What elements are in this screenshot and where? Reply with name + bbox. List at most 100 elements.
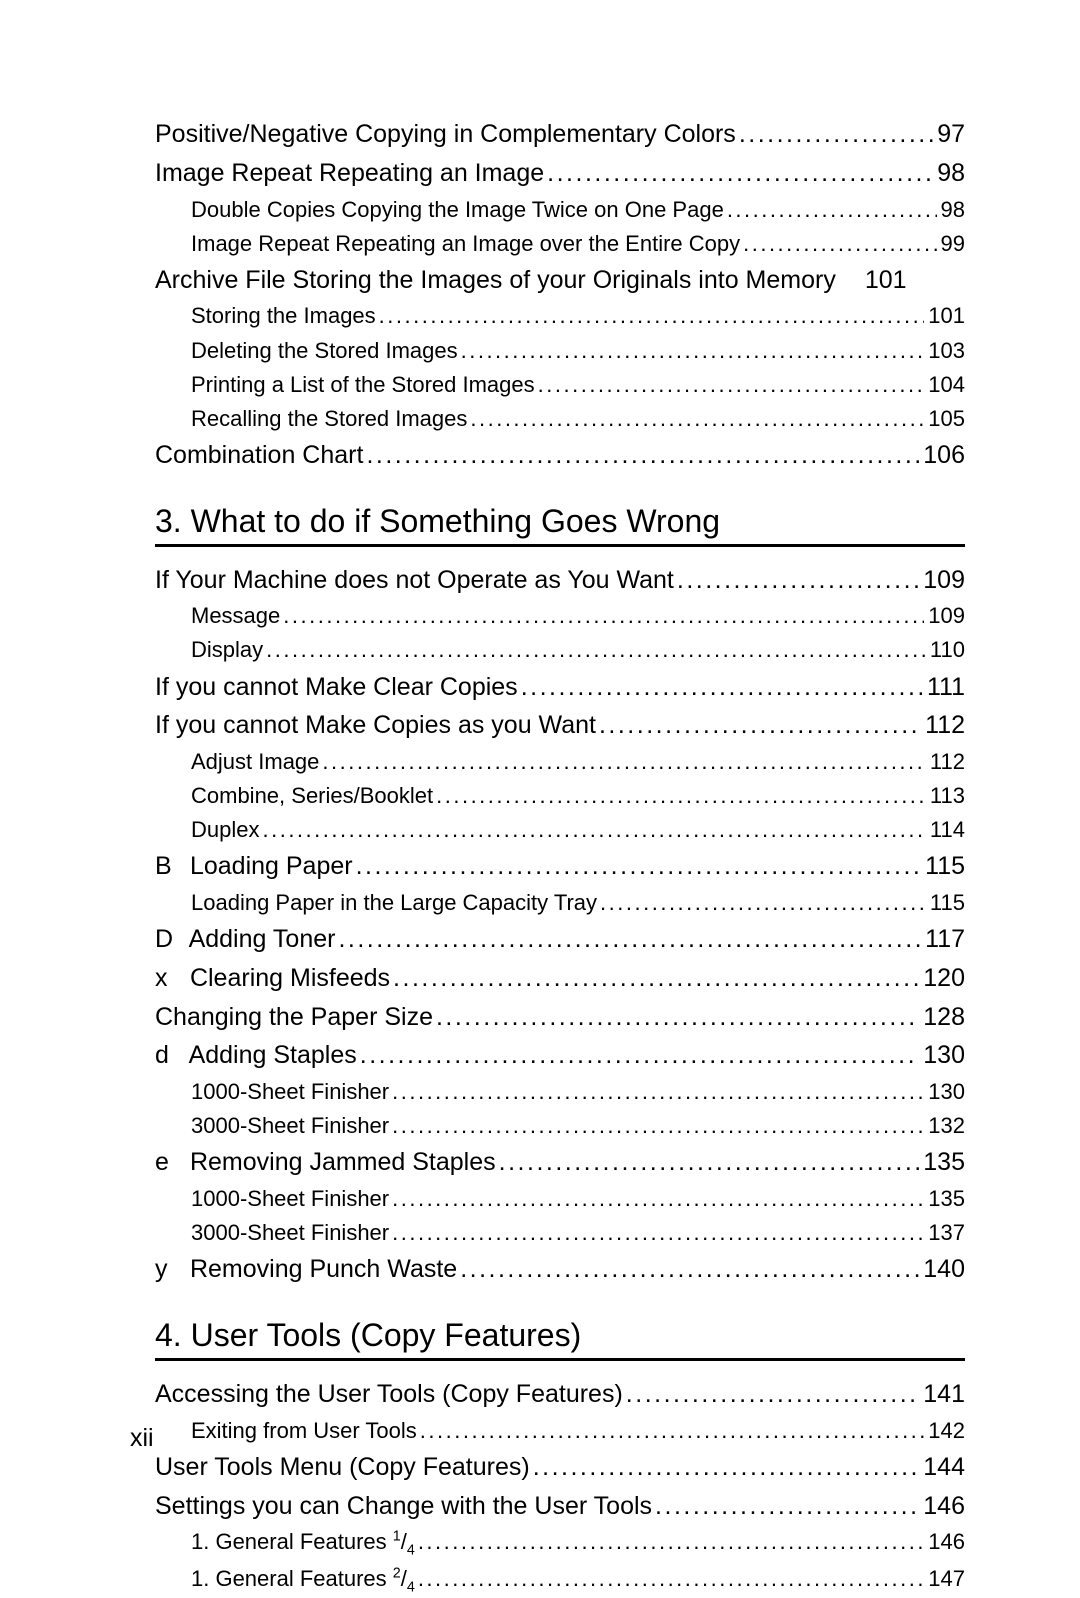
toc-page: 97 <box>933 115 965 154</box>
toc-entry: x Clearing Misfeeds.....................… <box>155 959 965 998</box>
toc-icon: x <box>155 959 183 998</box>
toc-label: Exiting from User Tools <box>191 1414 417 1448</box>
toc-label: 3000-Sheet Finisher <box>191 1109 389 1143</box>
toc-label: If you cannot Make Copies as you Want <box>155 706 596 745</box>
toc-entry: If you cannot Make Copies as you Want...… <box>155 706 965 745</box>
toc-label: Settings you can Change with the User To… <box>155 1487 652 1526</box>
toc-page: 120 <box>919 959 965 998</box>
toc-container: Positive/Negative Copying in Complementa… <box>155 115 965 1598</box>
toc-entry: Duplex..................................… <box>155 813 965 847</box>
toc-label: Loading Paper in the Large Capacity Tray <box>191 886 597 920</box>
toc-page: 98 <box>937 193 965 227</box>
toc-page: 109 <box>919 561 965 600</box>
toc-page: 110 <box>926 633 965 667</box>
toc-page: 104 <box>924 368 965 402</box>
toc-entry: Combine, Series/Booklet.................… <box>155 779 965 813</box>
toc-label: Accessing the User Tools (Copy Features) <box>155 1375 623 1414</box>
toc-label: Recalling the Stored Images <box>191 402 467 436</box>
toc-icon: B <box>155 847 183 886</box>
section-heading: 4. User Tools (Copy Features) <box>155 1317 965 1354</box>
toc-page: 111 <box>923 668 965 707</box>
toc-leader-dots: ........................................… <box>596 706 921 745</box>
toc-page: 101 <box>836 261 907 300</box>
toc-leader-dots: ........................................… <box>740 227 936 261</box>
toc-label: Message <box>191 599 280 633</box>
toc-leader-dots: ........................................… <box>390 959 919 998</box>
toc-entry: 1. General Features 2/4.................… <box>155 1562 965 1598</box>
toc-page: 112 <box>921 706 965 745</box>
fraction-denominator: 4 <box>407 1543 415 1559</box>
section-rule <box>155 544 965 547</box>
toc-label: Duplex <box>191 813 259 847</box>
toc-label: Combination Chart <box>155 436 363 475</box>
toc-entry: If Your Machine does not Operate as You … <box>155 561 965 600</box>
toc-label: Positive/Negative Copying in Complementa… <box>155 115 736 154</box>
toc-entry: Loading Paper in the Large Capacity Tray… <box>155 886 965 920</box>
toc-page: 109 <box>924 599 965 633</box>
toc-entry: Combination Chart.......................… <box>155 436 965 475</box>
toc-entry: 1. General Features 1/4.................… <box>155 1525 965 1562</box>
toc-icon: D <box>155 920 183 959</box>
toc-label: 1000-Sheet Finisher <box>191 1075 389 1109</box>
toc-label: e Removing Jammed Staples <box>155 1143 496 1182</box>
toc-leader-dots: ........................................… <box>458 334 925 368</box>
toc-label: Deleting the Stored Images <box>191 334 458 368</box>
toc-label: 1. General Features 2/4 <box>191 1562 415 1598</box>
toc-entry: Deleting the Stored Images..............… <box>155 334 965 368</box>
toc-leader-dots: ........................................… <box>335 920 921 959</box>
toc-entry: Printing a List of the Stored Images....… <box>155 368 965 402</box>
toc-page: 135 <box>924 1182 965 1216</box>
toc-page: 105 <box>924 402 965 436</box>
toc-page: 142 <box>924 1414 965 1448</box>
toc-page: 130 <box>924 1075 965 1109</box>
toc-page: 135 <box>919 1143 965 1182</box>
toc-leader-dots: ........................................… <box>433 998 919 1037</box>
toc-page: 112 <box>926 745 965 779</box>
toc-page: 144 <box>919 1448 965 1487</box>
section-rule <box>155 1358 965 1361</box>
toc-entry: Positive/Negative Copying in Complementa… <box>155 115 965 154</box>
toc-label: D Adding Toner <box>155 920 335 959</box>
toc-label: B Loading Paper <box>155 847 353 886</box>
toc-page: 137 <box>924 1216 965 1250</box>
toc-leader-dots: ........................................… <box>353 847 922 886</box>
toc-entry: 3000-Sheet Finisher.....................… <box>155 1216 965 1250</box>
toc-icon: y <box>155 1250 183 1289</box>
toc-entry: Message.................................… <box>155 599 965 633</box>
toc-entry: y Removing Punch Waste..................… <box>155 1250 965 1289</box>
toc-leader-dots: ........................................… <box>376 299 925 333</box>
toc-entry: Storing the Images......................… <box>155 299 965 333</box>
toc-leader-dots: ........................................… <box>467 402 924 436</box>
toc-leader-dots: ........................................… <box>597 886 926 920</box>
toc-entry: Image Repeat Repeating an Image over the… <box>155 227 965 261</box>
toc-entry: 1000-Sheet Finisher.....................… <box>155 1075 965 1109</box>
toc-page: 106 <box>919 436 965 475</box>
toc-leader-dots: ........................................… <box>389 1216 924 1250</box>
toc-label: User Tools Menu (Copy Features) <box>155 1448 530 1487</box>
toc-leader-dots: ........................................… <box>623 1375 919 1414</box>
toc-leader-dots: ........................................… <box>674 561 919 600</box>
toc-leader-dots: ........................................… <box>433 779 926 813</box>
toc-leader-dots: ........................................… <box>319 745 926 779</box>
toc-page: 115 <box>926 886 965 920</box>
toc-entry: e Removing Jammed Staples...............… <box>155 1143 965 1182</box>
toc-leader-dots: ........................................… <box>518 668 923 707</box>
section-heading: 3. What to do if Something Goes Wrong <box>155 503 965 540</box>
toc-entry: Settings you can Change with the User To… <box>155 1487 965 1526</box>
page-number: xii <box>130 1424 154 1453</box>
toc-page: 117 <box>921 920 965 959</box>
toc-leader-dots: ........................................… <box>357 1036 920 1075</box>
toc-leader-dots: ........................................… <box>535 368 925 402</box>
toc-entry: Exiting from User Tools.................… <box>155 1414 965 1448</box>
toc-entry: 3000-Sheet Finisher.....................… <box>155 1109 965 1143</box>
toc-entry: Adjust Image............................… <box>155 745 965 779</box>
toc-entry: If you cannot Make Clear Copies.........… <box>155 668 965 707</box>
toc-label: Image Repeat Repeating an Image <box>155 154 544 193</box>
toc-page: 146 <box>919 1487 965 1526</box>
toc-label: If you cannot Make Clear Copies <box>155 668 518 707</box>
toc-label: Combine, Series/Booklet <box>191 779 433 813</box>
toc-page: 146 <box>924 1525 965 1559</box>
toc-entry: Archive File Storing the Images of your … <box>155 261 965 300</box>
fraction-denominator: 4 <box>407 1579 415 1595</box>
toc-page: 140 <box>919 1250 965 1289</box>
